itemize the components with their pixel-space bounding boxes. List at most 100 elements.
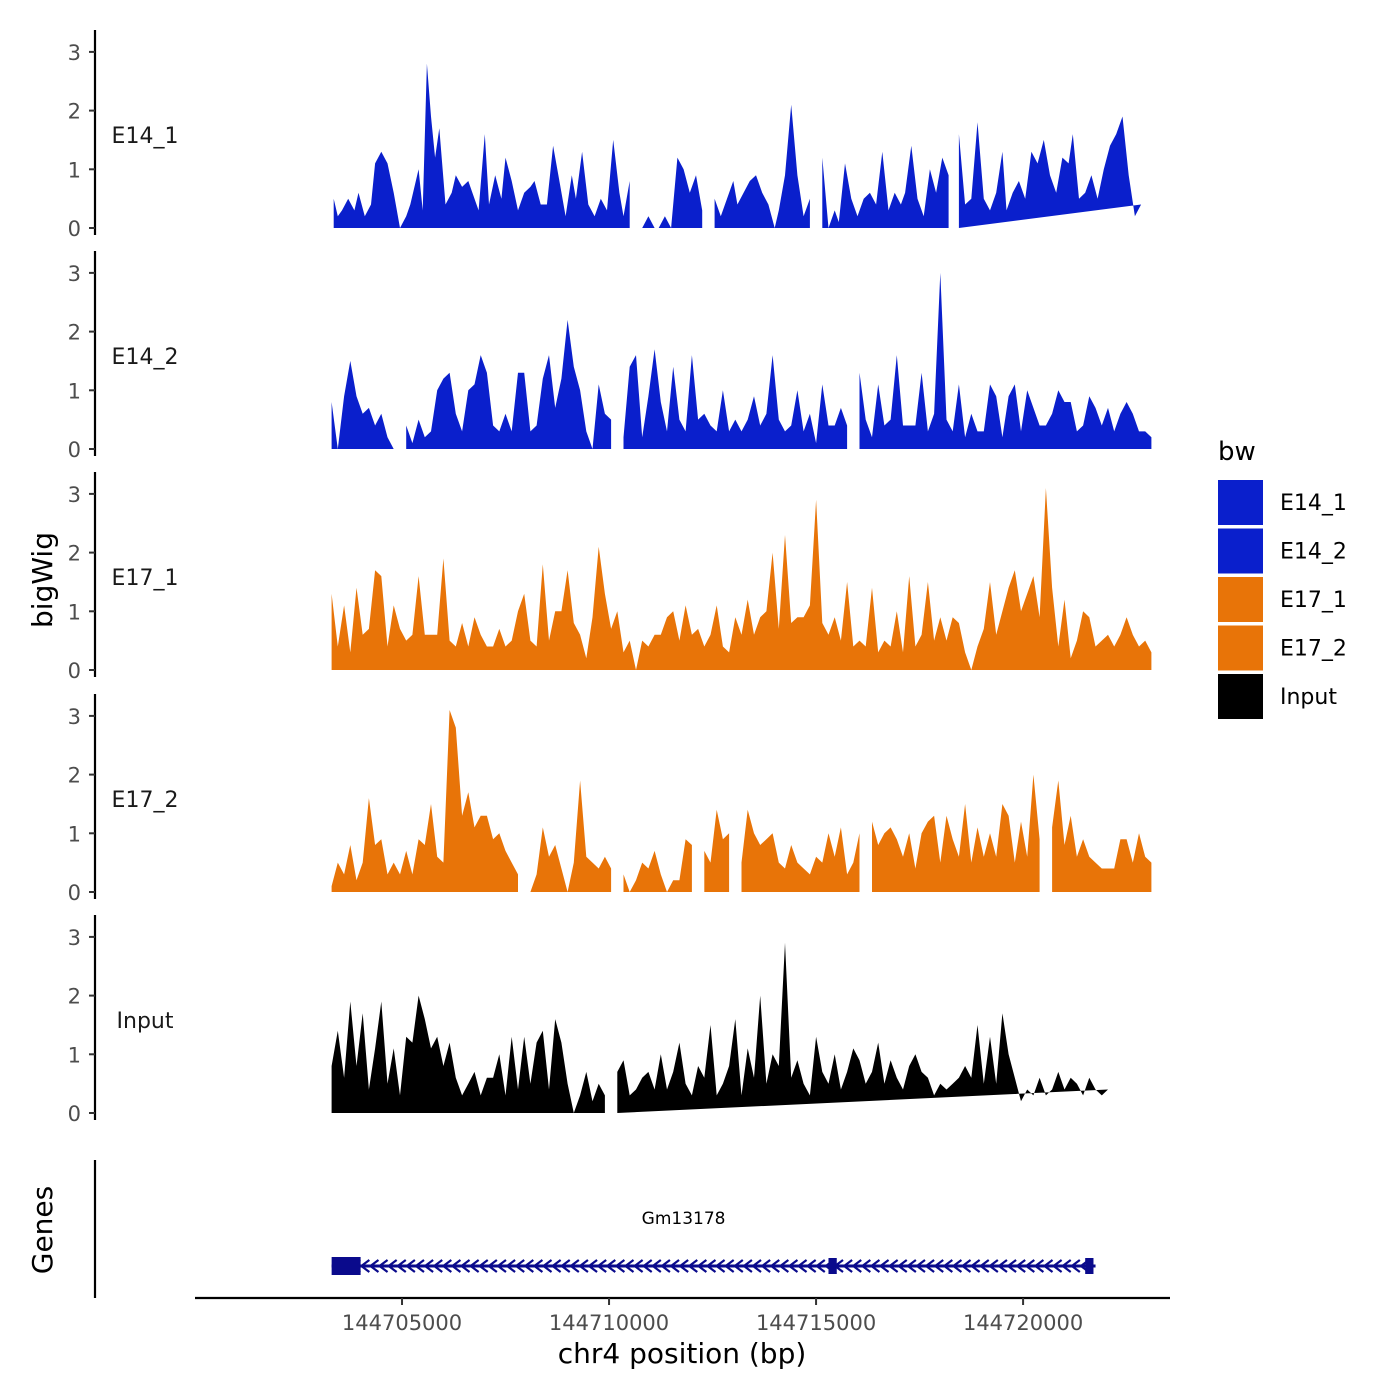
strand-arrow-icon: [1006, 1259, 1017, 1273]
strand-arrow-icon: [377, 1259, 389, 1273]
strand-arrow-icon: [988, 1259, 999, 1273]
strand-arrow-icon: [1015, 1259, 1026, 1273]
strand-arrow-icon: [942, 1259, 953, 1273]
strand-arrow-icon: [614, 1259, 626, 1273]
gene-name-label: Gm13178: [642, 1209, 726, 1229]
y-tick-label: 3: [68, 41, 81, 65]
legend-label: Input: [1280, 685, 1337, 710]
strand-arrow-icon: [514, 1259, 525, 1273]
y-tick-label: 0: [68, 659, 81, 683]
legend-title: bw: [1218, 437, 1256, 467]
signal-tracks: 0 1 2 3 E14_1 0 1 2 3 E14_2 0 1 2 3 E17_1 0 1 2 3 E17_2 0 1 2 3…: [68, 30, 1152, 1126]
strand-arrow-icon: [1024, 1259, 1035, 1273]
strand-arrow-icon: [778, 1259, 790, 1273]
strand-arrow-icon: [587, 1259, 598, 1273]
signal-area-e14-1: [333, 63, 1142, 228]
track-label: Input: [117, 1009, 174, 1034]
y-tick-label: 3: [68, 926, 81, 950]
signal-area-input: [331, 942, 1109, 1113]
legend-swatch-e17-2: [1218, 625, 1263, 671]
track-label: E14_1: [112, 124, 179, 149]
track-e17-1: 0 1 2 3 E17_1: [68, 472, 1152, 683]
strand-arrow-icon: [723, 1259, 735, 1273]
y-tick-label: 0: [68, 1102, 81, 1126]
y-tick-label: 0: [68, 881, 81, 905]
gene-exon: [331, 1257, 361, 1275]
strand-arrow-icon: [732, 1259, 744, 1273]
strand-arrow-icon: [678, 1259, 689, 1273]
strand-arrow-icon: [860, 1259, 871, 1273]
strand-arrow-icon: [641, 1259, 653, 1273]
strand-arrow-icon: [814, 1259, 826, 1273]
gene-exon: [828, 1258, 837, 1274]
signal-area-e14-2: [331, 272, 1152, 449]
y-tick-label: 1: [68, 379, 81, 403]
strand-arrow-icon: [896, 1259, 908, 1273]
strand-arrow-icon: [1060, 1259, 1072, 1273]
strand-arrow-icon: [751, 1259, 762, 1273]
strand-arrow-icon: [477, 1259, 489, 1273]
strand-arrow-icon: [842, 1259, 853, 1273]
legend-label: E17_2: [1280, 637, 1347, 662]
strand-arrow-icon: [851, 1259, 862, 1273]
legend: bw E14_1 E14_2 E17_1 E17_2 Input: [1218, 437, 1347, 719]
strand-arrow-icon: [887, 1259, 899, 1273]
strand-arrow-icon: [960, 1259, 972, 1273]
signal-area-e17-1: [331, 488, 1152, 670]
strand-arrow-icon: [869, 1259, 881, 1273]
strand-arrow-icon: [596, 1259, 607, 1273]
strand-arrow-icon: [405, 1259, 416, 1273]
x-axis-title: chr4 position (bp): [558, 1337, 807, 1370]
strand-arrow-icon: [468, 1259, 480, 1273]
strand-arrow-icon: [687, 1259, 698, 1273]
strand-arrow-icon: [669, 1259, 680, 1273]
y-tick-label: 0: [68, 438, 81, 462]
legend-label: E14_1: [1280, 491, 1347, 516]
y-tick-label: 2: [68, 985, 81, 1009]
strand-arrow-icon: [541, 1259, 553, 1273]
legend-swatch-input: [1218, 674, 1263, 719]
strand-arrow-icon: [978, 1259, 990, 1273]
strand-arrow-icon: [605, 1259, 616, 1273]
strand-arrow-icon: [450, 1259, 462, 1273]
track-input: 0 1 2 3 Input: [68, 915, 1109, 1126]
y-tick-label: 1: [68, 1043, 81, 1067]
strand-arrow-icon: [1042, 1259, 1054, 1273]
strand-arrow-icon: [924, 1259, 935, 1273]
y-axis-title: bigWig: [26, 532, 59, 628]
strand-arrow-icon: [1051, 1259, 1063, 1273]
strand-arrow-icon: [632, 1259, 644, 1273]
strand-arrow-icon: [705, 1259, 717, 1273]
signal-area-e17-2: [331, 710, 1152, 892]
strand-arrow-icon: [368, 1259, 380, 1273]
strand-arrow-icon: [441, 1259, 452, 1273]
strand-arrow-icon: [487, 1259, 498, 1273]
strand-arrow-icon: [550, 1259, 562, 1273]
strand-arrow-icon: [523, 1259, 534, 1273]
strand-arrow-icon: [578, 1259, 589, 1273]
strand-arrow-icon: [760, 1259, 771, 1273]
strand-arrow-icon: [933, 1259, 944, 1273]
x-tick-label: 144720000: [963, 1311, 1083, 1335]
strand-arrow-icon: [915, 1259, 926, 1273]
genes-axis-title: Genes: [26, 1186, 59, 1274]
strand-arrow-icon: [951, 1259, 963, 1273]
y-tick-label: 2: [68, 764, 81, 788]
legend-label: E14_2: [1280, 540, 1347, 565]
strand-arrow-icon: [1033, 1259, 1045, 1273]
track-label: E17_1: [112, 566, 179, 591]
strand-arrow-icon: [805, 1259, 817, 1273]
strand-arrow-icon: [459, 1259, 471, 1273]
y-tick-label: 1: [68, 822, 81, 846]
strand-arrow-icon: [386, 1259, 398, 1273]
strand-arrow-icon: [569, 1259, 580, 1273]
x-axis: 144705000 144710000 144715000 144720000: [195, 1296, 1170, 1335]
strand-arrow-icon: [796, 1259, 808, 1273]
track-e14-1: 0 1 2 3 E14_1: [68, 30, 1142, 241]
y-tick-label: 3: [68, 262, 81, 286]
strand-arrow-icon: [906, 1259, 917, 1273]
legend-swatch-e14-1: [1218, 480, 1263, 525]
y-tick-label: 1: [68, 158, 81, 182]
gene-exon: [1085, 1258, 1094, 1274]
